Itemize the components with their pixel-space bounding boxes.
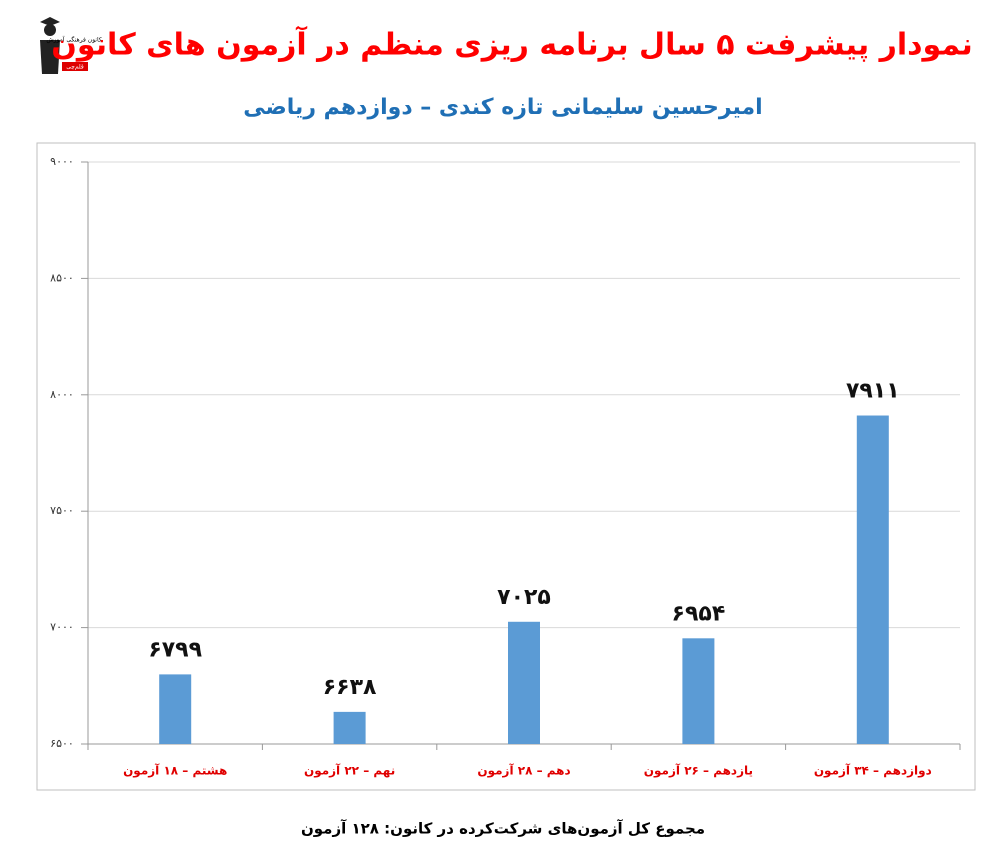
value-label: ۷۹۱۱ bbox=[846, 379, 900, 404]
chart-subtitle: امیرحسین سلیمانی تازه کندی – دوازدهم ریا… bbox=[243, 95, 762, 120]
logo: کانون فرهنگی آموزش قلم‌چی bbox=[36, 14, 102, 74]
chart-title: نمودار پیشرفت ۵ سال برنامه ریزی منظم در … bbox=[51, 26, 972, 63]
y-tick-label: ۸۰۰۰ bbox=[50, 388, 74, 401]
logo-sub: قلم‌چی bbox=[66, 64, 84, 71]
bar bbox=[508, 621, 540, 744]
x-tick-label: هشتم – ۱۸ آزمون bbox=[123, 763, 227, 779]
bar bbox=[159, 674, 192, 744]
logo-text: کانون فرهنگی آموزش bbox=[46, 35, 101, 44]
bar bbox=[682, 638, 715, 744]
y-tick-label: ۷۵۰۰ bbox=[50, 504, 74, 517]
x-tick-label: دوازدهم – ۳۴ آزمون bbox=[814, 763, 932, 779]
x-tick-label: یازدهم – ۲۶ آزمون bbox=[644, 763, 753, 779]
logo-head bbox=[44, 24, 56, 36]
y-tick-label: ۹۰۰۰ bbox=[50, 155, 74, 168]
logo-badge bbox=[62, 62, 88, 71]
x-tick-label: دهم – ۲۸ آزمون bbox=[477, 763, 570, 779]
y-tick-label: ۶۵۰۰ bbox=[50, 737, 74, 750]
x-tick-label: نهم – ۲۲ آزمون bbox=[304, 763, 395, 779]
bar bbox=[856, 415, 889, 744]
y-tick-label: ۸۵۰۰ bbox=[50, 271, 74, 284]
y-tick-label: ۷۰۰۰ bbox=[50, 621, 74, 634]
plot-frame bbox=[36, 142, 976, 791]
value-label: ۷۰۲۵ bbox=[497, 585, 551, 610]
bar bbox=[333, 711, 366, 744]
logo-cap bbox=[40, 17, 60, 26]
footer-note: مجموع کل آزمون‌های شرکت‌کرده در کانون: ۱… bbox=[301, 820, 705, 838]
value-label: ۶۷۹۹ bbox=[148, 637, 202, 662]
value-label: ۶۶۳۸ bbox=[323, 675, 377, 700]
value-label: ۶۹۵۴ bbox=[672, 601, 726, 626]
logo-body bbox=[40, 40, 60, 74]
